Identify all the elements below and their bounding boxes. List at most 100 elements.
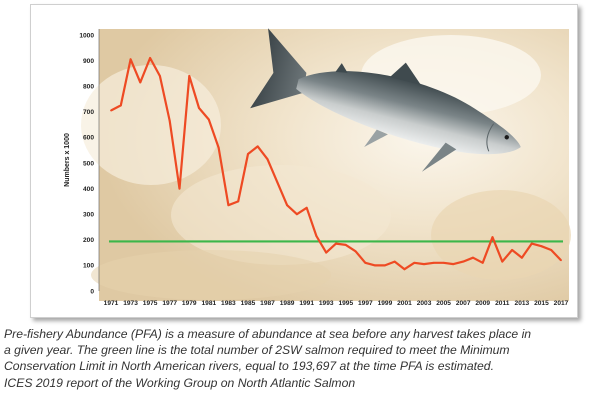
- data-point: [491, 236, 494, 239]
- data-point: [227, 204, 230, 207]
- data-point: [276, 181, 279, 184]
- data-point: [511, 249, 513, 251]
- data-point: [286, 204, 288, 207]
- data-point: [198, 107, 200, 109]
- data-point: [364, 261, 367, 264]
- y-tick-label: 0: [90, 288, 94, 295]
- x-tick-label: 1983: [221, 300, 236, 307]
- data-point: [413, 261, 416, 264]
- y-tick-label: 700: [83, 109, 94, 116]
- figure-caption: Pre-fishery Abundance (PFA) is a measure…: [4, 326, 596, 391]
- x-tick-label: 2001: [397, 300, 412, 307]
- salmon-photo-icon: [250, 28, 521, 172]
- caption-line: Pre-fishery Abundance (PFA) is a measure…: [4, 327, 532, 341]
- y-axis: Numbers x 1000 0 100 200 300 400 500 600 700 800…: [64, 29, 100, 295]
- data-point: [384, 264, 386, 267]
- data-point: [247, 153, 249, 155]
- x-tick-label: 1999: [378, 300, 393, 307]
- data-point: [110, 109, 112, 112]
- data-point: [423, 263, 425, 265]
- x-tick-label: 2013: [515, 300, 530, 307]
- data-point: [315, 235, 318, 237]
- salmon-adipose-fin: [335, 63, 348, 73]
- salmon-eye: [504, 135, 509, 140]
- x-tick-label: 2007: [456, 300, 471, 307]
- x-tick-label: 1971: [104, 300, 119, 307]
- salmon-tail: [250, 28, 307, 109]
- x-tick-label: 2011: [495, 300, 510, 307]
- data-point: [374, 264, 376, 267]
- x-tick-label: 1993: [319, 300, 334, 307]
- data-point: [149, 57, 151, 59]
- caption-line: Conservation Limit in North American riv…: [4, 359, 494, 374]
- figure-frame: Numbers x 1000 0 100 200 300 400 500 600 700 800…: [30, 4, 578, 318]
- data-point: [540, 245, 543, 248]
- data-point: [481, 261, 484, 264]
- x-tick-label: 2017: [554, 300, 569, 307]
- data-point: [432, 261, 435, 264]
- y-tick-label: 800: [83, 84, 94, 91]
- x-tick-label: 1995: [338, 300, 353, 307]
- data-point: [442, 261, 445, 264]
- salmon-dorsal-fin: [389, 62, 421, 85]
- x-tick-label: 1973: [123, 300, 138, 307]
- data-point: [501, 260, 504, 263]
- data-point: [296, 213, 298, 216]
- x-tick-label: 1989: [280, 300, 295, 307]
- data-point: [217, 146, 220, 149]
- data-point: [560, 259, 562, 262]
- x-tick-label: 1979: [182, 300, 197, 307]
- data-point: [403, 268, 406, 271]
- salmon-pectoral-fin: [421, 142, 457, 172]
- data-point: [325, 251, 328, 254]
- data-point: [129, 58, 132, 61]
- x-tick-label: 2009: [475, 300, 490, 307]
- data-point: [462, 260, 465, 263]
- data-point: [354, 250, 357, 253]
- x-tick-label: 1987: [260, 300, 275, 307]
- y-axis-label: Numbers x 1000: [64, 133, 71, 187]
- x-tick-label: 1977: [162, 300, 177, 307]
- foam-patch: [81, 65, 221, 185]
- data-point: [550, 249, 553, 251]
- x-tick-label: 2015: [534, 300, 549, 307]
- caption-line: ICES 2019 report of the Working Group on…: [4, 375, 356, 390]
- water-background: [81, 29, 571, 301]
- data-point: [256, 145, 259, 148]
- y-tick-label: 1000: [79, 32, 94, 39]
- x-tick-label: 1985: [241, 300, 256, 307]
- x-tick-label: 2005: [436, 300, 451, 307]
- data-point: [159, 75, 161, 77]
- data-point: [305, 206, 308, 209]
- x-tick-labels: 1971 1973 1975 1977 1979 1981 1983 1985 1987 1989…: [104, 300, 569, 307]
- x-tick-label: 1975: [143, 300, 158, 307]
- data-point: [521, 256, 523, 259]
- foam-patch: [431, 190, 571, 280]
- salmon-pelvic-fin: [364, 129, 388, 148]
- data-point: [266, 158, 269, 161]
- data-point: [168, 119, 171, 122]
- data-point: [393, 260, 396, 263]
- abundance-chart: Numbers x 1000 0 100 200 300 400 500 600 700 800…: [64, 28, 571, 307]
- foam-patch: [171, 165, 391, 265]
- data-point: [139, 81, 142, 84]
- data-point: [178, 187, 181, 190]
- y-tick-label: 400: [83, 186, 94, 193]
- caption-line: a given year. The green line is the tota…: [4, 343, 510, 358]
- data-point: [335, 242, 337, 245]
- y-tick-label: 600: [83, 135, 94, 142]
- y-tick-label: 500: [83, 160, 94, 167]
- y-tick-label: 200: [83, 237, 94, 244]
- foam-patch: [91, 250, 331, 300]
- data-point: [237, 200, 240, 203]
- y-tick-label: 300: [83, 212, 94, 219]
- data-point: [344, 244, 347, 246]
- series-layer: [110, 56, 562, 271]
- salmon-body: [296, 71, 521, 155]
- data-point: [207, 118, 210, 121]
- data-point: [188, 75, 191, 77]
- data-point: [119, 104, 122, 107]
- salmon-gill: [486, 123, 495, 152]
- y-tick-label: 900: [83, 58, 94, 65]
- y-tick-label: 100: [83, 263, 94, 270]
